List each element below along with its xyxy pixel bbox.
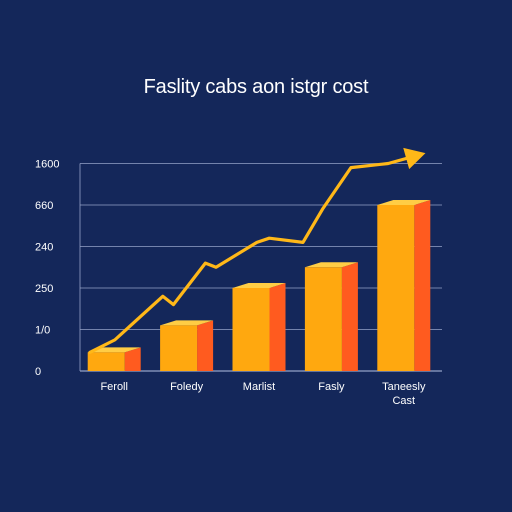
x-category-label: Cast bbox=[392, 395, 415, 407]
y-tick-label: 0 bbox=[35, 366, 41, 378]
bar bbox=[304, 262, 358, 371]
bar-front bbox=[232, 288, 270, 371]
trend-arrowhead bbox=[403, 147, 426, 170]
y-tick-label: 1/0 bbox=[35, 325, 50, 337]
axis-labels: 0 1/0 250 240 660 1600 Feroll Foledy Marlist Fasl… bbox=[35, 159, 426, 408]
bar-front bbox=[160, 325, 198, 371]
bar-front bbox=[377, 205, 415, 371]
bar-top bbox=[377, 200, 431, 205]
chart-title: Faslity cabs aon istgr cost bbox=[143, 76, 369, 98]
bar bbox=[232, 283, 286, 371]
bars bbox=[87, 200, 431, 371]
x-category-label: Marlist bbox=[243, 381, 275, 393]
y-tick-label: 1600 bbox=[35, 159, 59, 171]
y-tick-label: 250 bbox=[35, 283, 53, 295]
x-category-label: Fasly bbox=[318, 381, 345, 393]
x-category-label: Foledy bbox=[170, 381, 204, 393]
bar bbox=[377, 200, 431, 371]
trend-line bbox=[88, 147, 426, 354]
x-category-label: Taneesly bbox=[382, 381, 426, 393]
trend-line-path bbox=[88, 155, 414, 354]
bar-side bbox=[414, 200, 431, 371]
y-tick-label: 660 bbox=[35, 200, 53, 212]
bar-front bbox=[87, 352, 125, 371]
bar-side bbox=[341, 262, 358, 371]
bar-top bbox=[304, 262, 358, 268]
bar-side bbox=[124, 347, 141, 371]
bar-side bbox=[197, 320, 214, 371]
bar-front bbox=[304, 267, 342, 371]
bar-top bbox=[160, 320, 214, 326]
x-category-label: Feroll bbox=[100, 381, 128, 393]
bar-side bbox=[269, 283, 286, 371]
bar bbox=[87, 347, 141, 371]
y-tick-label: 240 bbox=[35, 242, 53, 254]
bar-top bbox=[232, 283, 286, 288]
bar bbox=[160, 320, 214, 371]
